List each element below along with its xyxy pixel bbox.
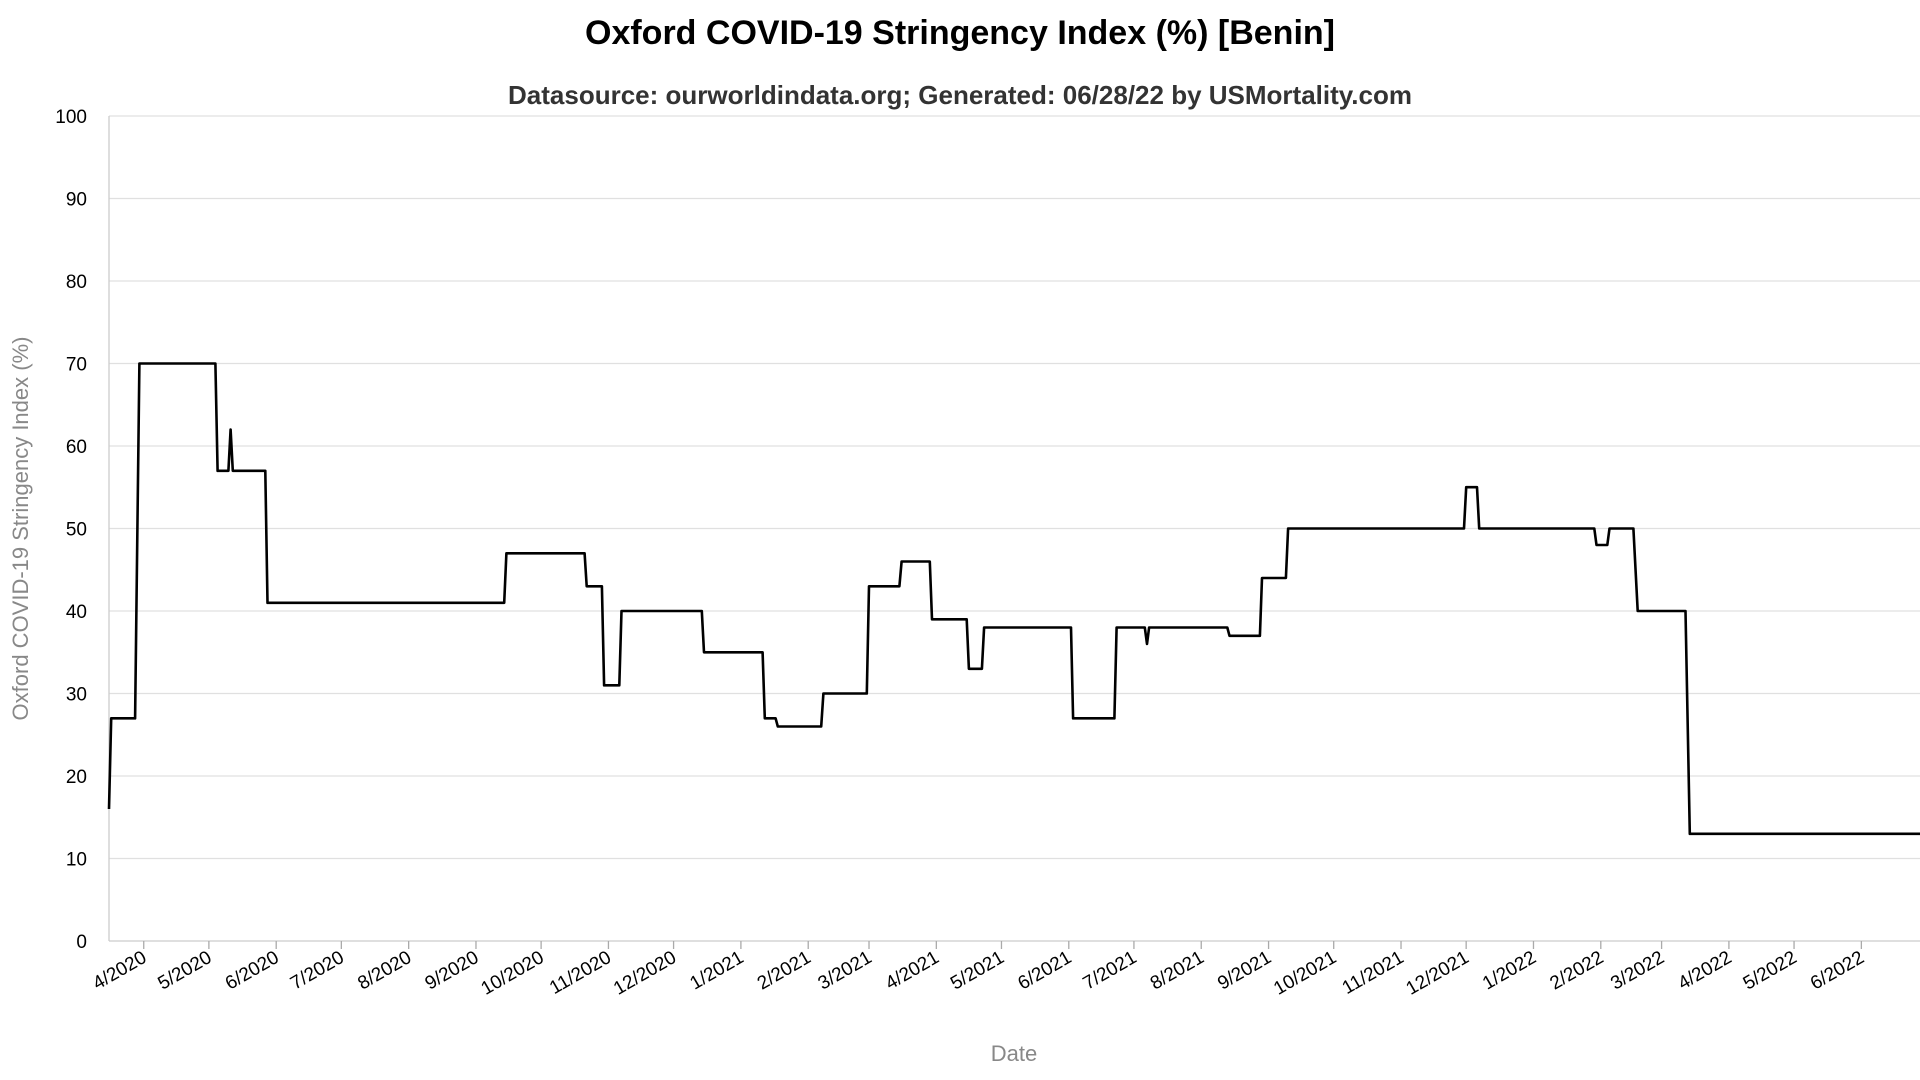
y-tick-label: 20 <box>66 767 87 788</box>
x-tick-label: 6/2021 <box>1014 947 1075 994</box>
x-tick-label: 2/2022 <box>1546 947 1607 994</box>
x-tick-label: 12/2021 <box>1403 947 1473 1000</box>
x-tick-label: 11/2020 <box>546 947 615 999</box>
x-tick-label: 11/2021 <box>1339 947 1408 999</box>
x-tick-label: 9/2020 <box>422 947 483 994</box>
x-tick-label: 1/2022 <box>1479 947 1540 994</box>
x-tick-label: 4/2022 <box>1675 947 1736 994</box>
x-tick-label: 7/2021 <box>1080 947 1141 994</box>
x-tick-label: 1/2021 <box>687 947 748 994</box>
series-layer <box>109 364 1920 834</box>
y-tick-label: 60 <box>66 437 87 458</box>
x-tick-label: 5/2021 <box>947 947 1008 994</box>
x-tick-label: 4/2021 <box>882 947 943 994</box>
x-tick-label: 8/2021 <box>1147 947 1208 994</box>
grid <box>109 116 1920 859</box>
x-tick-label: 7/2020 <box>287 947 348 994</box>
x-tick-label: 6/2020 <box>222 947 283 994</box>
y-tick-label: 30 <box>66 685 87 706</box>
y-tick-label: 40 <box>66 602 87 623</box>
x-tick-label: 2/2021 <box>754 947 815 994</box>
x-axis-title: Date <box>991 1041 1037 1066</box>
x-tick-label: 10/2021 <box>1270 947 1340 1000</box>
x-tick-label: 10/2020 <box>478 947 548 1000</box>
series-line <box>109 364 1920 834</box>
x-tick-label: 5/2020 <box>155 947 216 994</box>
axes: 0 10 20 30 40 50 60 70 80 90 100 4/2020 5/2020 6/2020… <box>55 107 1920 1000</box>
x-tick-label: 8/2020 <box>354 947 415 994</box>
y-tick-label: 0 <box>76 932 87 953</box>
x-tick-label: 3/2022 <box>1607 947 1668 994</box>
y-tick-label: 90 <box>66 190 87 211</box>
y-tick-label: 70 <box>66 355 87 376</box>
y-axis-title: Oxford COVID-19 Stringency Index (%) <box>8 337 33 721</box>
x-tick-label: 5/2022 <box>1740 947 1801 994</box>
y-tick-label: 10 <box>66 850 87 871</box>
y-tick-label: 50 <box>66 520 87 541</box>
y-tick-label: 80 <box>66 272 87 293</box>
x-tick-label: 3/2021 <box>815 947 876 994</box>
x-tick-label: 6/2022 <box>1807 947 1868 994</box>
x-tick-label: 12/2020 <box>610 947 680 1000</box>
y-tick-label: 100 <box>55 107 87 128</box>
x-tick-label: 4/2020 <box>89 947 150 994</box>
x-tick-label: 9/2021 <box>1214 947 1275 994</box>
